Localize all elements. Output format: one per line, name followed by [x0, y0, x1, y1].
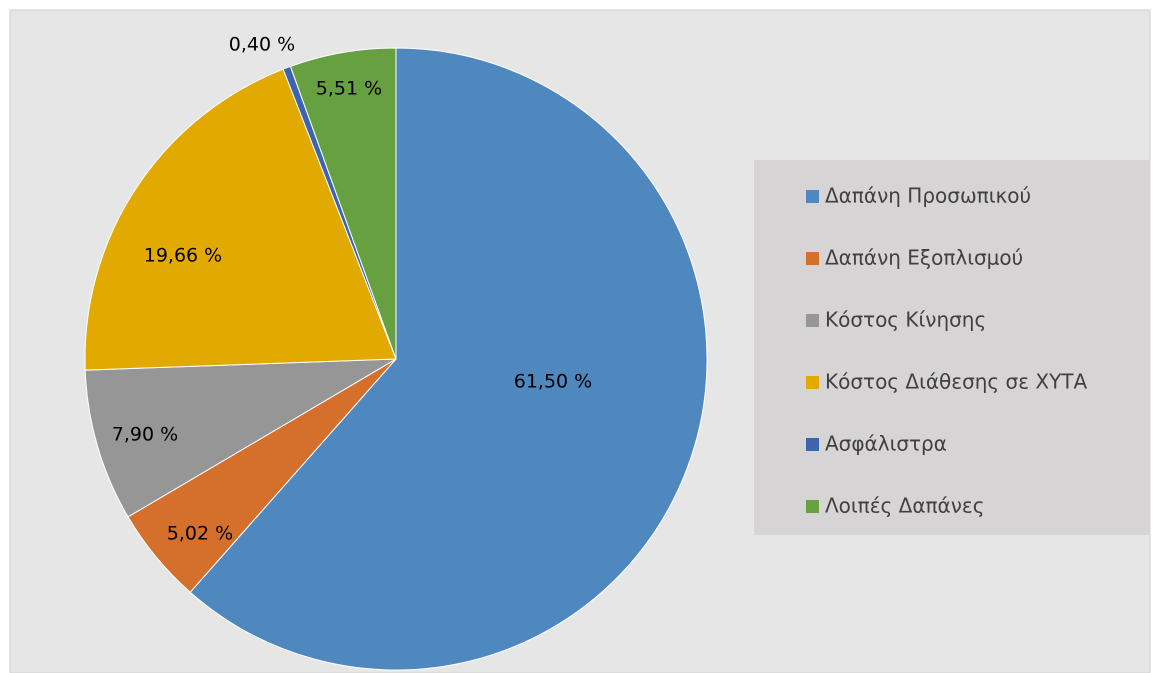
pie-slice [84, 358, 397, 518]
pie-slice [289, 47, 397, 360]
legend-box [754, 160, 1150, 535]
legend-label: Κόστος Κίνησης [825, 308, 986, 332]
pie-slice [84, 68, 397, 371]
legend-swatch [806, 500, 819, 513]
legend-swatch [806, 190, 819, 203]
data-label: 5,51 % [316, 78, 382, 100]
data-label: 0,40 % [229, 34, 295, 56]
legend-label: Δαπάνη Προσωπικού [825, 184, 1031, 208]
legend-swatch [806, 438, 819, 451]
legend-swatch [806, 376, 819, 389]
data-label: 5,02 % [167, 523, 233, 545]
data-label: 19,66 % [144, 245, 223, 267]
legend-swatch [806, 314, 819, 327]
data-label: 7,90 % [112, 424, 178, 446]
legend-label: Κόστος Διάθεσης σε ΧΥΤΑ [825, 370, 1088, 394]
data-label: 61,50 % [514, 371, 593, 393]
legend-label: Ασφάλιστρα [825, 432, 947, 456]
legend-label: Δαπάνη Εξοπλισμού [825, 246, 1023, 270]
pie-slice [189, 47, 708, 671]
legend-label: Λοιπές Δαπάνες [825, 494, 984, 518]
legend-swatch [806, 252, 819, 265]
